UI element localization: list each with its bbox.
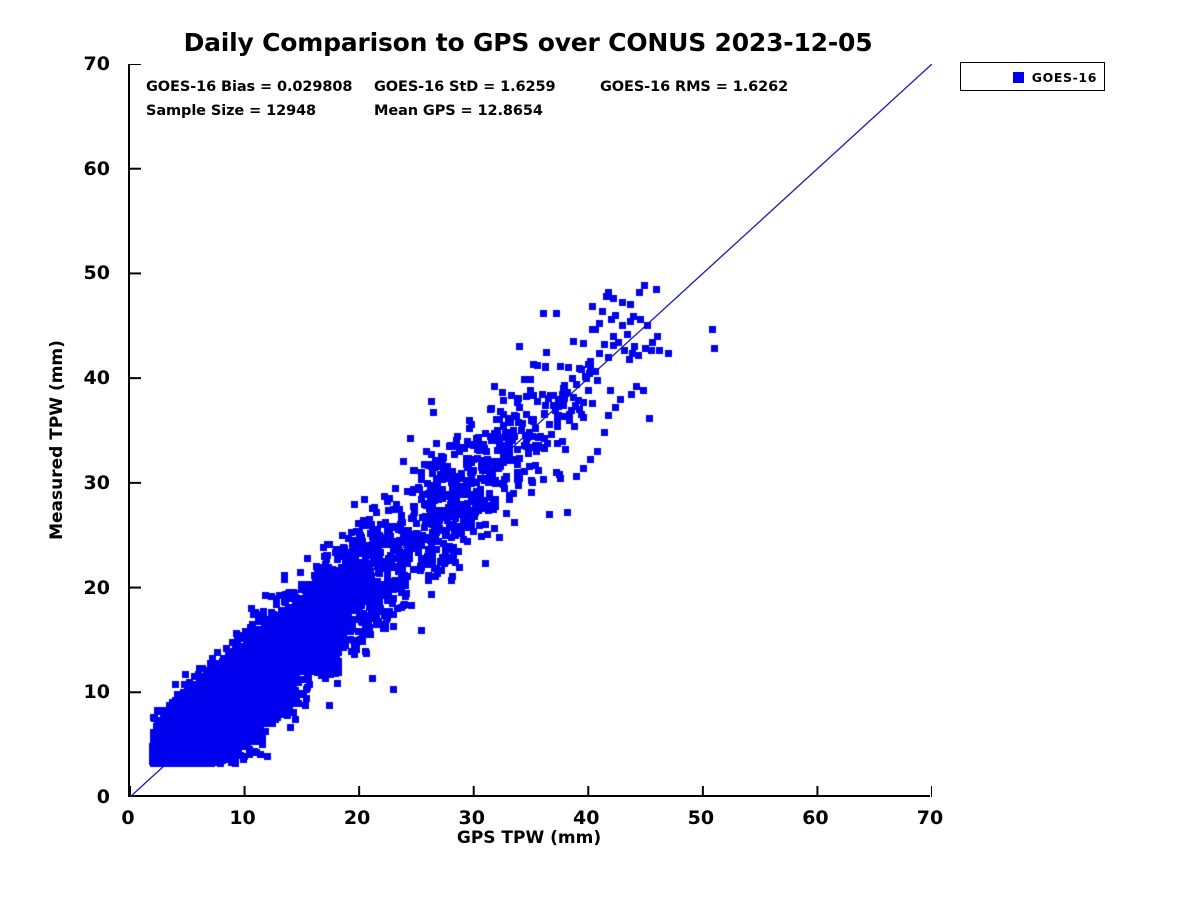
plot-area — [128, 64, 932, 797]
y-tick-label-60: 60 — [83, 157, 110, 180]
x-tick-label-60: 60 — [802, 807, 829, 829]
y-tick-label-40: 40 — [83, 367, 110, 390]
x-tick-label-50: 50 — [687, 807, 715, 829]
x-tick-label-0: 0 — [121, 807, 135, 829]
y-tick-label-0: 0 — [96, 786, 110, 808]
x-tick-label-40: 40 — [573, 807, 600, 829]
x-tick-label-70: 70 — [916, 807, 944, 829]
page-title: Daily Comparison to GPS over CONUS 2023-… — [183, 28, 873, 57]
x-axis-label: GPS TPW (mm) — [456, 828, 602, 848]
x-tick-label-20: 20 — [343, 807, 371, 829]
y-tick-label-50: 50 — [83, 262, 110, 285]
y-tick-label-10: 10 — [83, 681, 110, 704]
legend-marker-goes-16 — [1013, 72, 1024, 83]
legend-label-goes-16: GOES-16 — [1031, 70, 1097, 85]
scatter-points-layer — [130, 64, 932, 797]
y-tick-label-20: 20 — [83, 576, 110, 599]
y-axis-label: Measured TPW (mm) — [47, 340, 67, 540]
x-tick-label-30: 30 — [458, 807, 485, 829]
y-tick-label-30: 30 — [83, 471, 110, 494]
y-tick-label-70: 70 — [83, 53, 110, 75]
legend[interactable]: GOES-16 — [960, 62, 1105, 91]
x-tick-label-10: 10 — [229, 807, 256, 829]
